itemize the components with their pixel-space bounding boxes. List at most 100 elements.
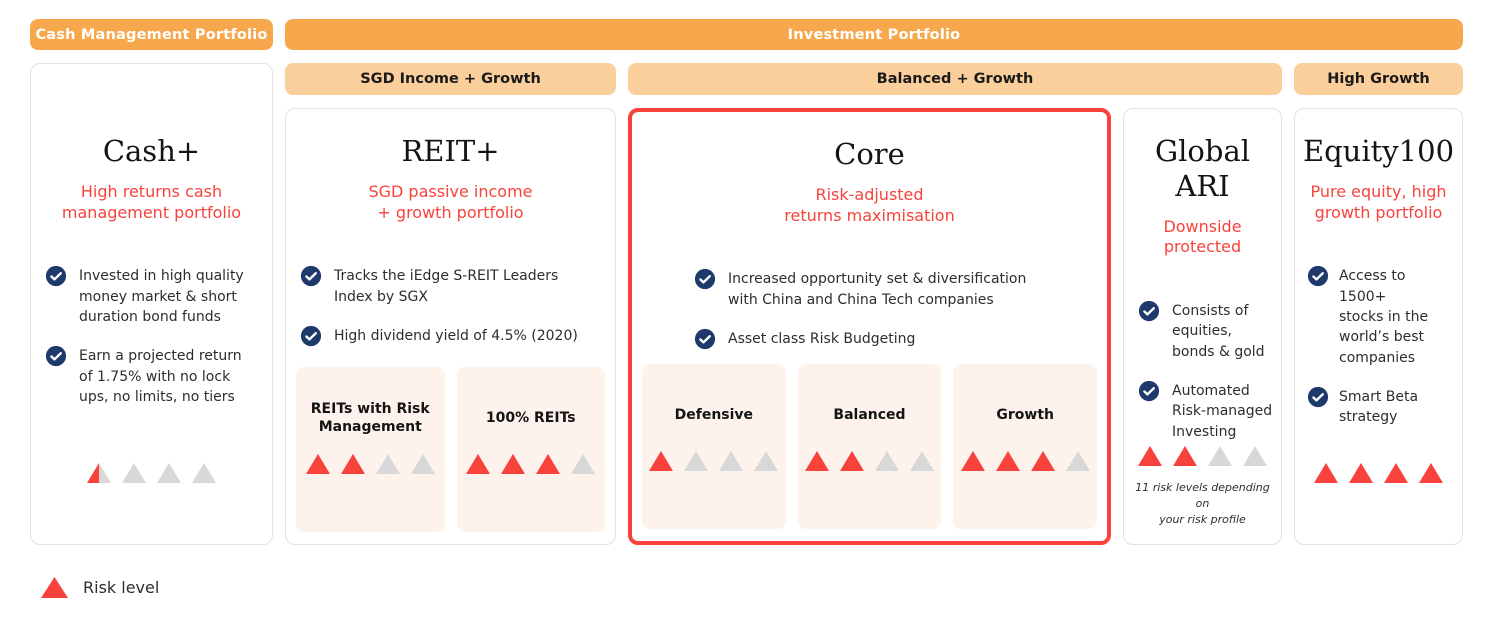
variant-box-defensive: Defensive [642, 364, 786, 529]
risk-triangle [1030, 451, 1055, 471]
card-title: Global ARI [1154, 134, 1251, 203]
risk-triangle [375, 454, 400, 474]
bullet-item: Invested in high quality money market & … [45, 265, 264, 327]
variant-box-reits-with-risk-management: REITs with Risk Management [296, 367, 445, 532]
risk-triangle [1065, 451, 1090, 471]
risk-level-indicator [31, 462, 272, 484]
risk-triangle [875, 451, 899, 471]
risk-triangle [910, 451, 934, 471]
variant-box-growth: Growth [953, 364, 1098, 529]
card-title: Core [834, 137, 905, 171]
card-equity100: Equity100 Pure equity, high growth portf… [1294, 108, 1463, 545]
bullet-text: High dividend yield of 4.5% (2020) [334, 327, 578, 344]
portfolio-comparison-grid: Cash Management Portfolio Investment Por… [30, 19, 1463, 545]
bullet-item: High dividend yield of 4.5% (2020) [300, 325, 607, 347]
bullet-text: Smart Beta strategy [1339, 388, 1419, 426]
variant-boxes: Defensive Balanced Growth [642, 364, 1098, 529]
check-icon [300, 325, 322, 347]
risk-triangle [649, 451, 674, 471]
group-header-sgd-income-growth: SGD Income + Growth [285, 63, 616, 95]
risk-level-indicator [305, 453, 436, 475]
legend-label: Risk level [83, 578, 160, 597]
card-subtitle: Risk-adjusted returns maximisation [784, 184, 955, 225]
risk-triangle [754, 451, 779, 471]
risk-triangle [87, 463, 111, 483]
risk-triangle [684, 451, 709, 471]
bullet-list: Tracks the iEdge S-REIT Leaders Index by… [286, 265, 615, 347]
risk-triangle [805, 451, 829, 471]
check-icon [1307, 386, 1329, 408]
risk-levels-note: 11 risk levels depending on your risk pr… [1135, 481, 1270, 527]
bullet-item: Increased opportunity set & diversificat… [694, 268, 1099, 310]
bullet-item: Access to 1500+ stocks in the world’s be… [1307, 265, 1454, 367]
risk-triangle [466, 454, 491, 474]
risk-triangle [340, 454, 365, 474]
card-global-ari: Global ARI Downside protected Consists o… [1123, 108, 1282, 545]
risk-level-indicator [465, 453, 596, 475]
risk-level-indicator [804, 450, 935, 472]
risk-triangle [501, 454, 526, 474]
bullet-item: Automated Risk-managed Investing [1138, 380, 1273, 442]
variant-label: Balanced [833, 406, 906, 423]
bullet-list: Increased opportunity set & diversificat… [632, 268, 1107, 350]
card-subtitle: SGD passive income + growth portfolio [368, 181, 533, 222]
group-header-balanced-growth: Balanced + Growth [628, 63, 1282, 95]
risk-level-indicator [960, 450, 1091, 472]
risk-triangle [1349, 463, 1373, 483]
card-subtitle: Pure equity, high growth portfolio [1310, 181, 1447, 222]
risk-triangle [192, 463, 216, 483]
risk-level-indicator [1295, 462, 1462, 484]
variant-box-balanced: Balanced [797, 364, 942, 529]
banner-cash-management-portfolio: Cash Management Portfolio [30, 19, 273, 50]
risk-triangle [571, 454, 596, 474]
risk-triangle [995, 451, 1020, 471]
bullet-text: Access to 1500+ stocks in the world’s be… [1339, 268, 1429, 366]
card-title: REIT+ [401, 134, 500, 168]
check-icon [694, 328, 716, 350]
variant-label: Defensive [674, 406, 754, 423]
check-icon [45, 345, 67, 367]
bullet-text: Tracks the iEdge S-REIT Leaders Index by… [334, 268, 559, 305]
card-title: Cash+ [102, 134, 201, 168]
risk-triangle [1243, 446, 1267, 467]
bullet-list: Access to 1500+ stocks in the world’s be… [1295, 265, 1462, 427]
risk-triangle [1138, 446, 1162, 467]
bullet-text: Invested in high quality money market & … [79, 268, 244, 325]
check-icon [1138, 300, 1160, 322]
risk-triangle [1173, 446, 1197, 467]
variant-label: 100% REITs [485, 409, 576, 426]
bullet-text: Asset class Risk Budgeting [728, 330, 916, 347]
bullet-list: Invested in high quality money market & … [31, 265, 272, 407]
risk-level-legend: Risk level [40, 576, 1496, 599]
risk-triangle [1419, 463, 1443, 483]
bullet-text: Automated Risk-managed Investing [1172, 383, 1273, 440]
risk-triangle [1384, 463, 1408, 483]
group-header-high-growth: High Growth [1294, 63, 1463, 95]
risk-triangle-icon [41, 577, 68, 598]
check-icon [694, 268, 716, 290]
card-core-highlighted: Core Risk-adjusted returns maximisation … [628, 108, 1111, 545]
card-subtitle: Downside protected [1163, 216, 1242, 257]
card-reit-plus: REIT+ SGD passive income + growth portfo… [285, 108, 616, 545]
check-icon [300, 265, 322, 287]
bullet-text: Increased opportunity set & diversificat… [728, 271, 1027, 308]
risk-triangle [122, 463, 146, 483]
risk-triangle [840, 451, 864, 471]
risk-triangle [536, 454, 561, 474]
bullet-item: Consists of equities, bonds & gold [1138, 300, 1273, 362]
bullet-text: Consists of equities, bonds & gold [1172, 303, 1265, 360]
card-cash-plus: Cash+ High returns cash management portf… [30, 63, 273, 545]
bullet-item: Asset class Risk Budgeting [694, 328, 1099, 350]
risk-triangle [157, 463, 181, 483]
risk-triangle [305, 454, 330, 474]
bullet-text: Earn a projected return of 1.75% with no… [79, 348, 242, 405]
check-icon [45, 265, 67, 287]
variant-box-100-percent-reits: 100% REITs [456, 367, 605, 532]
bullet-list: Consists of equities, bonds & gold Autom… [1124, 300, 1281, 442]
risk-triangle [1314, 463, 1338, 483]
risk-level-indicator [1124, 445, 1281, 467]
variant-boxes: REITs with Risk Management 100% REITs [296, 367, 605, 532]
check-icon [1138, 380, 1160, 402]
card-title: Equity100 [1302, 134, 1455, 168]
card-subtitle: High returns cash management portfolio [61, 181, 242, 222]
